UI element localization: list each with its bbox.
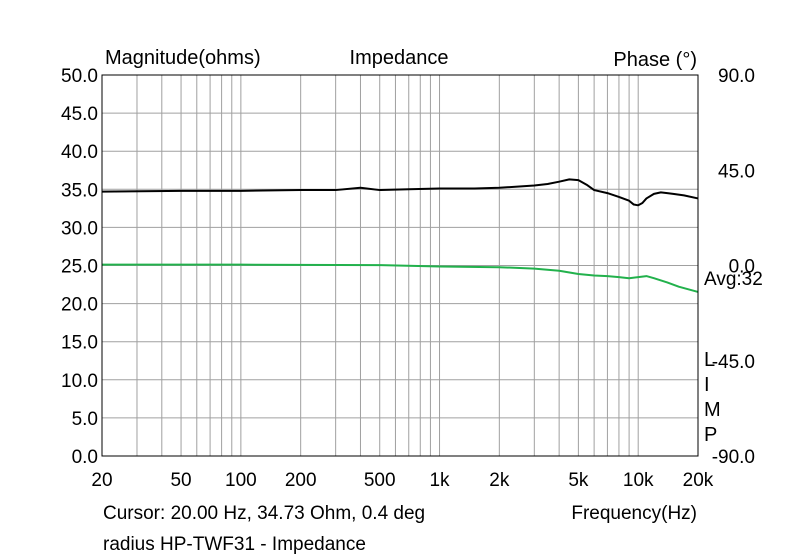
left-axis-title: Magnitude(ohms): [105, 47, 261, 69]
cursor-readout: Cursor: 20.00 Hz, 34.73 Ohm, 0.4 deg: [103, 503, 425, 524]
plot-frame: [101, 74, 699, 457]
y-tick-label: 20.0: [61, 295, 98, 316]
x-tick-label: 20k: [683, 470, 714, 491]
limp-indicator: L I M P: [704, 349, 721, 446]
x-tick-label: 100: [225, 470, 257, 491]
x-tick-label: 20: [91, 470, 112, 491]
y-tick-label: 15.0: [61, 333, 98, 354]
limp-letter-l: L: [704, 349, 715, 371]
x-tick-label: 500: [364, 470, 396, 491]
curves: [101, 178, 699, 293]
magnitude-curve: [101, 178, 699, 207]
chart-title: Impedance: [350, 47, 449, 69]
limp-letter-m: M: [704, 399, 721, 421]
phase-curve: [102, 263, 699, 293]
y-tick-label: 0.0: [72, 447, 98, 468]
y-tick-label: 30.0: [61, 218, 98, 239]
y-tick-label: 45.0: [61, 104, 98, 125]
left-axis-ticks: 0.0 5.0 10.0 15.0 20.0 25.0 30.0 35.0 40.0 45.0 50…: [61, 66, 98, 468]
x-axis-ticks: 20 50 100 200 500 1k 2k 5k 10k 20k: [91, 470, 713, 491]
y2-tick-label: 45.0: [718, 161, 755, 182]
x-tick-label: 2k: [489, 470, 510, 491]
y2-tick-label: -45.0: [712, 352, 755, 373]
right-axis-ticks: 90.0 45.0 0.0 -45.0 -90.0: [712, 66, 755, 468]
y2-tick-label: -90.0: [712, 447, 755, 468]
y2-tick-label: 90.0: [718, 66, 755, 87]
x-tick-label: 5k: [568, 470, 589, 491]
avg-label: Avg:32: [704, 269, 763, 290]
x-tick-label: 10k: [623, 470, 654, 491]
limp-letter-i: I: [704, 374, 710, 396]
right-axis-title: Phase (°): [613, 49, 697, 71]
caption: radius HP-TWF31 - Impedance: [103, 534, 366, 555]
y-tick-label: 40.0: [61, 142, 98, 163]
y-tick-label: 35.0: [61, 180, 98, 201]
y-tick-label: 25.0: [61, 257, 98, 278]
x-tick-label: 50: [170, 470, 191, 491]
x-axis-title: Frequency(Hz): [571, 503, 697, 524]
y-tick-label: 50.0: [61, 66, 98, 87]
x-tick-label: 1k: [429, 470, 450, 491]
limp-letter-p: P: [704, 424, 717, 446]
x-tick-label: 200: [285, 470, 317, 491]
y-tick-label: 5.0: [72, 409, 98, 430]
y-tick-label: 10.0: [61, 371, 98, 392]
y2-tick-label: 0.0: [729, 257, 755, 278]
